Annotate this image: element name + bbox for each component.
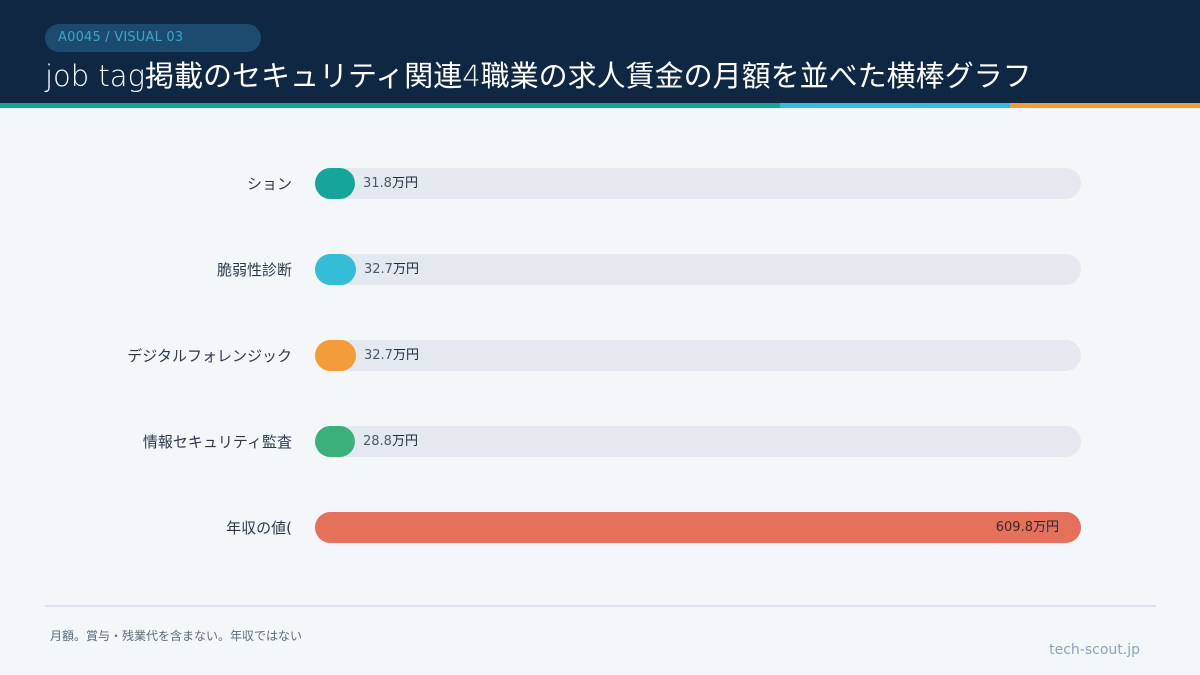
category-label: 年収の値( bbox=[226, 519, 292, 537]
value-label: 32.7万円 bbox=[364, 348, 419, 363]
bar-track: 609.8万円 bbox=[315, 512, 1081, 543]
bar-track: 31.8万円 bbox=[315, 168, 1081, 199]
page-title: job tag掲載のセキュリティ関連4職業の求人賃金の月額を並べた横棒グラフ bbox=[45, 59, 1032, 93]
value-label: 609.8万円 bbox=[995, 520, 1059, 535]
accent-stripe-orange bbox=[1010, 103, 1200, 108]
site-credit: tech-scout.jp bbox=[1049, 642, 1140, 658]
value-label: 32.7万円 bbox=[364, 262, 419, 277]
value-label: 31.8万円 bbox=[363, 176, 418, 191]
bar bbox=[315, 168, 355, 199]
footer-divider bbox=[45, 605, 1156, 607]
category-label: 情報セキュリティ監査 bbox=[142, 433, 292, 451]
bar bbox=[315, 254, 356, 285]
bar-track: 32.7万円 bbox=[315, 254, 1081, 285]
bar bbox=[315, 426, 355, 457]
accent-stripe-teal bbox=[0, 103, 780, 108]
bar bbox=[315, 340, 356, 371]
bar-track: 28.8万円 bbox=[315, 426, 1081, 457]
value-label: 28.8万円 bbox=[363, 434, 418, 449]
visual-id-badge: A0045 / VISUAL 03 bbox=[45, 24, 261, 52]
category-label: 脆弱性診断 bbox=[216, 261, 292, 279]
bar-track: 32.7万円 bbox=[315, 340, 1081, 371]
category-label: デジタルフォレンジック bbox=[127, 347, 292, 365]
bar bbox=[315, 512, 1081, 543]
category-label: ション bbox=[246, 175, 292, 193]
bar-chart: ション 31.8万円 脆弱性診断 32.7万円 デジタルフォレンジック 32.7万円 情報セ… bbox=[0, 108, 1200, 598]
footnote: 月額。賞与・残業代を含まない。年収ではない bbox=[50, 629, 303, 643]
header-banner: A0045 / VISUAL 03 job tag掲載のセキュリティ関連4職業の… bbox=[0, 0, 1200, 103]
accent-stripe-cyan bbox=[780, 103, 1010, 108]
